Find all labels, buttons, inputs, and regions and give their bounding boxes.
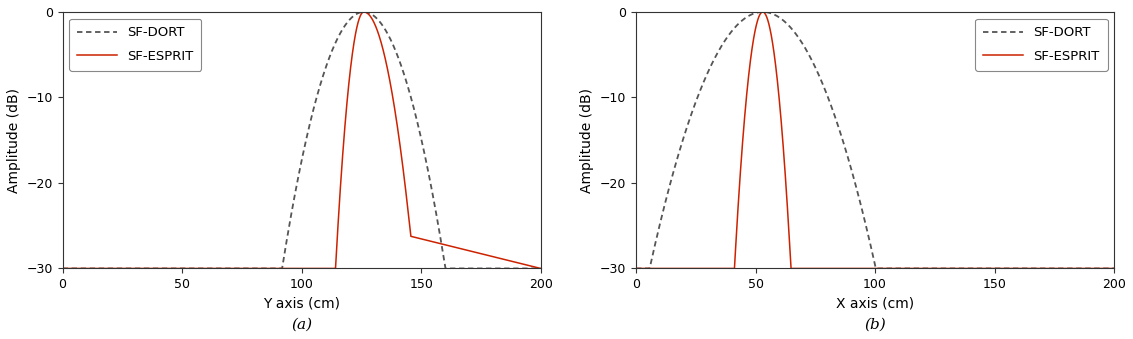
- SF-ESPRIT: [449, 245, 462, 250]
- SF-DORT: [56, 266, 69, 271]
- SF-ESPRIT: [342, 77, 356, 81]
- SF-DORT: [449, 266, 462, 271]
- SF-DORT: [412, 129, 426, 133]
- SF-ESPRIT: [412, 236, 426, 240]
- SF-ESPRIT: [367, 20, 381, 24]
- SF-DORT: [367, 14, 381, 18]
- SF-ESPRIT: [1107, 266, 1121, 271]
- SF-DORT: [534, 266, 547, 271]
- X-axis label: X axis (cm): X axis (cm): [836, 297, 914, 311]
- SF-DORT: [1107, 266, 1121, 271]
- SF-ESPRIT: [629, 266, 642, 271]
- Line: SF-DORT: SF-DORT: [636, 12, 1114, 268]
- SF-DORT: [940, 266, 954, 271]
- SF-DORT: [342, 18, 356, 22]
- SF-DORT: [986, 266, 999, 271]
- SF-ESPRIT: [756, 10, 769, 14]
- SF-ESPRIT: [940, 266, 954, 271]
- SF-DORT: [756, 10, 769, 14]
- Line: SF-DORT: SF-DORT: [62, 12, 540, 268]
- SF-DORT: [716, 42, 730, 46]
- SF-ESPRIT: [357, 10, 370, 14]
- SF-ESPRIT: [716, 266, 730, 271]
- SF-ESPRIT: [917, 266, 930, 271]
- X-axis label: Y axis (cm): Y axis (cm): [263, 297, 340, 311]
- SF-ESPRIT: [56, 266, 69, 271]
- SF-DORT: [238, 266, 252, 271]
- SF-DORT: [357, 10, 370, 14]
- SF-ESPRIT: [986, 266, 999, 271]
- SF-ESPRIT: [534, 266, 547, 271]
- SF-ESPRIT: [812, 266, 826, 271]
- Y-axis label: Amplitude (dB): Amplitude (dB): [580, 88, 595, 193]
- SF-DORT: [812, 73, 826, 77]
- SF-DORT: [917, 266, 930, 271]
- SF-ESPRIT: [238, 266, 252, 271]
- Y-axis label: Amplitude (dB): Amplitude (dB): [7, 88, 20, 193]
- Line: SF-ESPRIT: SF-ESPRIT: [636, 12, 1114, 268]
- Text: (b): (b): [864, 317, 886, 331]
- Text: (a): (a): [291, 317, 313, 331]
- Legend: SF-DORT, SF-ESPRIT: SF-DORT, SF-ESPRIT: [69, 19, 202, 71]
- SF-ESPRIT: [143, 266, 156, 271]
- Legend: SF-DORT, SF-ESPRIT: SF-DORT, SF-ESPRIT: [976, 19, 1108, 71]
- SF-DORT: [1022, 266, 1036, 271]
- Line: SF-ESPRIT: SF-ESPRIT: [62, 12, 540, 268]
- SF-ESPRIT: [1022, 266, 1036, 271]
- SF-DORT: [143, 266, 156, 271]
- SF-DORT: [629, 266, 642, 271]
